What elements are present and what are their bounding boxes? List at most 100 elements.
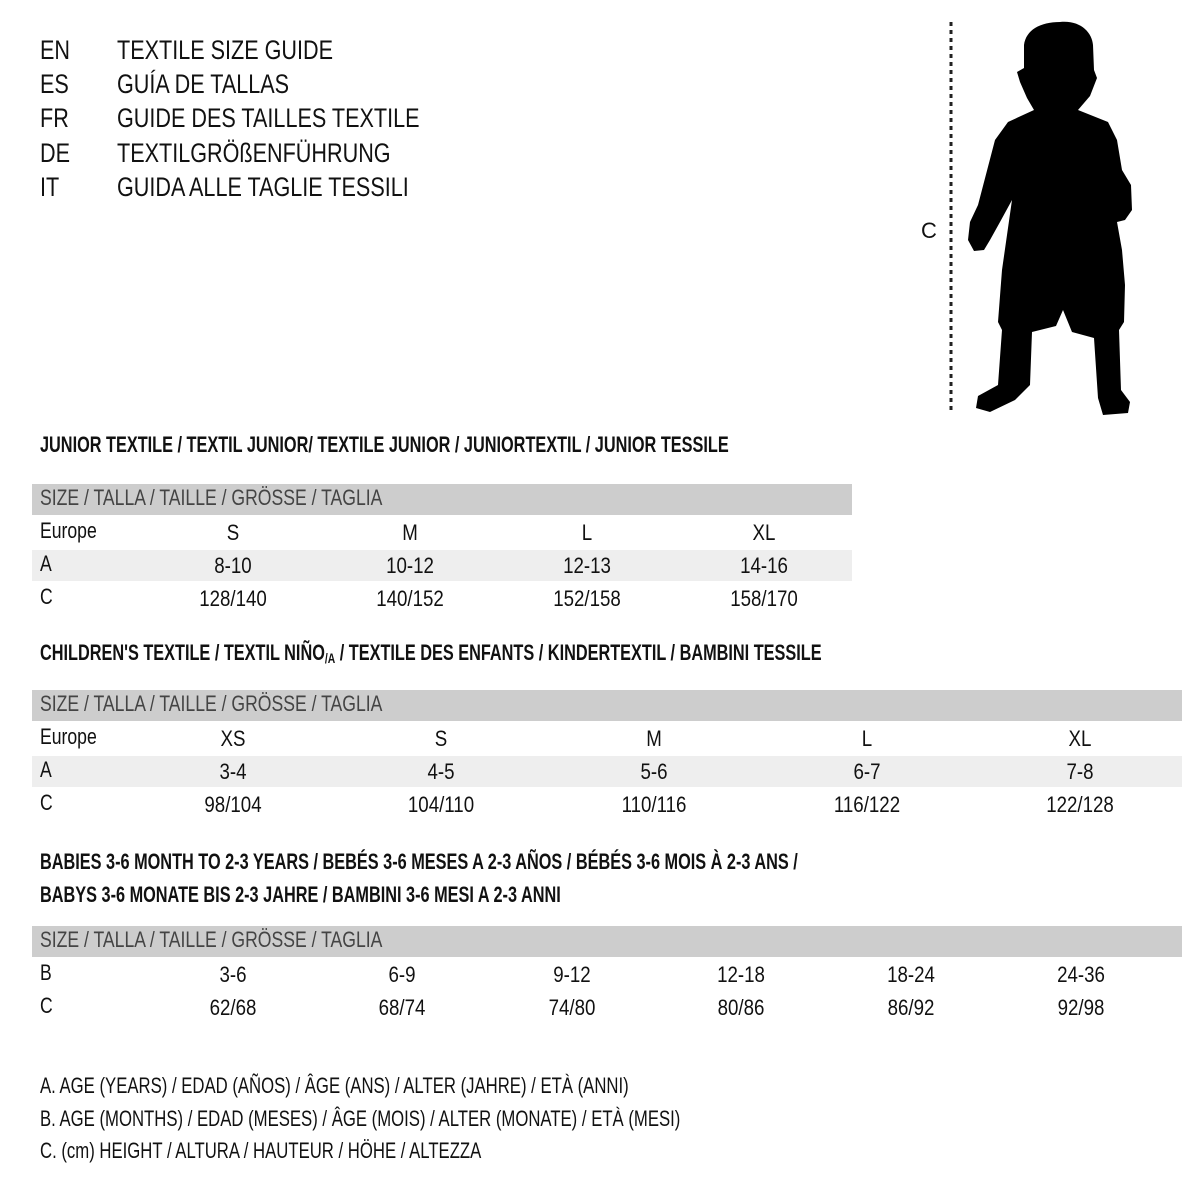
table-cell: 14-16 bbox=[736, 550, 792, 581]
table-cell: 9-12 bbox=[550, 959, 594, 990]
cell-value: 140/152 bbox=[376, 586, 444, 611]
language-code: EN bbox=[40, 35, 71, 65]
table-cell: XL bbox=[1067, 723, 1094, 754]
cell-value: 62/68 bbox=[209, 995, 257, 1020]
table-cell: 128/140 bbox=[193, 583, 273, 614]
cell-value: 8-10 bbox=[214, 553, 252, 578]
cell-value: 3-6 bbox=[219, 962, 247, 987]
cell-value: 122/128 bbox=[1046, 792, 1114, 817]
cell-value: M bbox=[402, 520, 418, 545]
table-row: C 62/68 68/74 74/80 80/86 86/92 92/98 bbox=[32, 992, 1182, 1023]
table-row: A 8-10 10-12 12-13 14-16 bbox=[32, 550, 852, 581]
row-label: Europe bbox=[40, 518, 97, 543]
language-code: ES bbox=[40, 69, 69, 99]
language-code: IT bbox=[40, 172, 60, 202]
table-cell: 110/116 bbox=[616, 789, 692, 820]
row-label: C bbox=[40, 790, 53, 815]
cell-value: 7-8 bbox=[1066, 759, 1094, 784]
table-cell: 116/122 bbox=[828, 789, 906, 820]
table-cell: 68/74 bbox=[374, 992, 429, 1023]
language-title: TEXTILGRÖßENFÜHRUNG bbox=[117, 138, 391, 168]
row-label: Europe bbox=[40, 724, 97, 749]
cell-value: 12-13 bbox=[563, 553, 611, 578]
legend-item-a: A. AGE (YEARS) / EDAD (AÑOS) / ÂGE (ANS)… bbox=[40, 1072, 815, 1100]
table-cell: 62/68 bbox=[205, 992, 260, 1023]
children-size-table: SIZE / TALLA / TAILLE / GRÖSSE / TAGLIA E… bbox=[32, 690, 1182, 820]
language-title: GUÍA DE TALLAS bbox=[117, 69, 290, 99]
legend-item-b: B. AGE (MONTHS) / EDAD (MESES) / ÂGE (MO… bbox=[40, 1105, 883, 1133]
table-cell: 3-6 bbox=[217, 959, 249, 990]
cell-value: XL bbox=[1068, 726, 1092, 751]
cell-value: 12-18 bbox=[717, 962, 765, 987]
table-cell: 8-10 bbox=[211, 550, 255, 581]
child-silhouette bbox=[968, 21, 1132, 415]
cell-value: XL bbox=[752, 520, 776, 545]
cell-value: S bbox=[226, 520, 240, 545]
cell-value: 6-7 bbox=[853, 759, 881, 784]
children-title-main: CHILDREN'S TEXTILE / TEXTIL NIÑO bbox=[40, 640, 325, 665]
table-cell: 86/92 bbox=[883, 992, 938, 1023]
table-cell: 12-18 bbox=[713, 959, 769, 990]
table-cell: M bbox=[645, 723, 663, 754]
table-cell: 4-5 bbox=[425, 756, 457, 787]
table-cell: XL bbox=[751, 517, 778, 548]
cell-value: 128/140 bbox=[199, 586, 267, 611]
row-label: C bbox=[40, 993, 53, 1018]
table-cell: 104/110 bbox=[402, 789, 480, 820]
table-cell: L bbox=[861, 723, 873, 754]
cell-value: 14-16 bbox=[740, 553, 788, 578]
table-header-label: SIZE / TALLA / TAILLE / GRÖSSE / TAGLIA bbox=[40, 485, 383, 510]
legend-item-c: C. (cm) HEIGHT / ALTURA / HAUTEUR / HÖHE… bbox=[40, 1137, 621, 1165]
table-cell: 24-36 bbox=[1053, 959, 1109, 990]
cell-value: 158/170 bbox=[730, 586, 798, 611]
language-title: GUIDE DES TAILLES TEXTILE bbox=[117, 103, 420, 133]
legend-text: C. (cm) HEIGHT / ALTURA / HAUTEUR / HÖHE… bbox=[40, 1138, 482, 1163]
table-row: A 3-4 4-5 5-6 6-7 7-8 bbox=[32, 756, 1182, 787]
cell-value: 152/158 bbox=[553, 586, 621, 611]
cell-value: 80/86 bbox=[717, 995, 765, 1020]
height-label: C bbox=[921, 218, 937, 243]
cell-value: 18-24 bbox=[887, 962, 935, 987]
language-title: TEXTILE SIZE GUIDE bbox=[117, 35, 334, 65]
cell-value: 98/104 bbox=[204, 792, 262, 817]
table-header-row: SIZE / TALLA / TAILLE / GRÖSSE / TAGLIA bbox=[32, 690, 1182, 721]
row-label: A bbox=[40, 551, 52, 576]
table-cell: L bbox=[581, 517, 593, 548]
language-row-en: EN TEXTILE SIZE GUIDE bbox=[40, 33, 540, 67]
cell-value: 10-12 bbox=[386, 553, 434, 578]
table-cell: 7-8 bbox=[1064, 756, 1096, 787]
table-cell: 122/128 bbox=[1040, 789, 1120, 820]
junior-section-title: JUNIOR TEXTILE / TEXTIL JUNIOR/ TEXTILE … bbox=[40, 431, 971, 459]
cell-value: 86/92 bbox=[887, 995, 935, 1020]
children-section-title: CHILDREN'S TEXTILE / TEXTIL NIÑO/A / TEX… bbox=[40, 639, 1096, 667]
cell-value: L bbox=[861, 726, 873, 751]
cell-value: L bbox=[581, 520, 593, 545]
table-header-label: SIZE / TALLA / TAILLE / GRÖSSE / TAGLIA bbox=[40, 691, 383, 716]
language-row-es: ES GUÍA DE TALLAS bbox=[40, 67, 540, 101]
table-cell: S bbox=[226, 517, 241, 548]
table-cell: 92/98 bbox=[1053, 992, 1108, 1023]
table-header-label: SIZE / TALLA / TAILLE / GRÖSSE / TAGLIA bbox=[40, 927, 383, 952]
table-row: Europe S M L XL bbox=[32, 517, 852, 548]
children-title-text: CHILDREN'S TEXTILE / TEXTIL NIÑO/A / TEX… bbox=[40, 639, 822, 667]
cell-value: 6-9 bbox=[388, 962, 416, 987]
cell-value: 110/116 bbox=[621, 792, 687, 817]
row-label: C bbox=[40, 584, 53, 609]
table-cell: 6-7 bbox=[851, 756, 883, 787]
language-row-fr: FR GUIDE DES TAILLES TEXTILE bbox=[40, 101, 540, 135]
table-header-row: SIZE / TALLA / TAILLE / GRÖSSE / TAGLIA bbox=[32, 484, 852, 515]
cell-value: S bbox=[434, 726, 448, 751]
cell-value: 68/74 bbox=[378, 995, 426, 1020]
table-cell: 3-4 bbox=[217, 756, 249, 787]
table-cell: 158/170 bbox=[724, 583, 804, 614]
cell-value: 5-6 bbox=[640, 759, 668, 784]
language-row-it: IT GUIDA ALLE TAGLIE TESSILI bbox=[40, 170, 540, 204]
table-cell: XS bbox=[218, 723, 247, 754]
height-figure: C bbox=[900, 0, 1200, 430]
babies-title-text: BABYS 3-6 MONATE BIS 2-3 JAHRE / BAMBINI… bbox=[40, 882, 561, 907]
table-row: Europe XS S M L XL bbox=[32, 723, 1182, 754]
row-label: B bbox=[40, 960, 52, 985]
cell-value: M bbox=[646, 726, 662, 751]
junior-title-text: JUNIOR TEXTILE / TEXTIL JUNIOR/ TEXTILE … bbox=[40, 432, 729, 457]
junior-size-table: SIZE / TALLA / TAILLE / GRÖSSE / TAGLIA E… bbox=[32, 484, 852, 614]
